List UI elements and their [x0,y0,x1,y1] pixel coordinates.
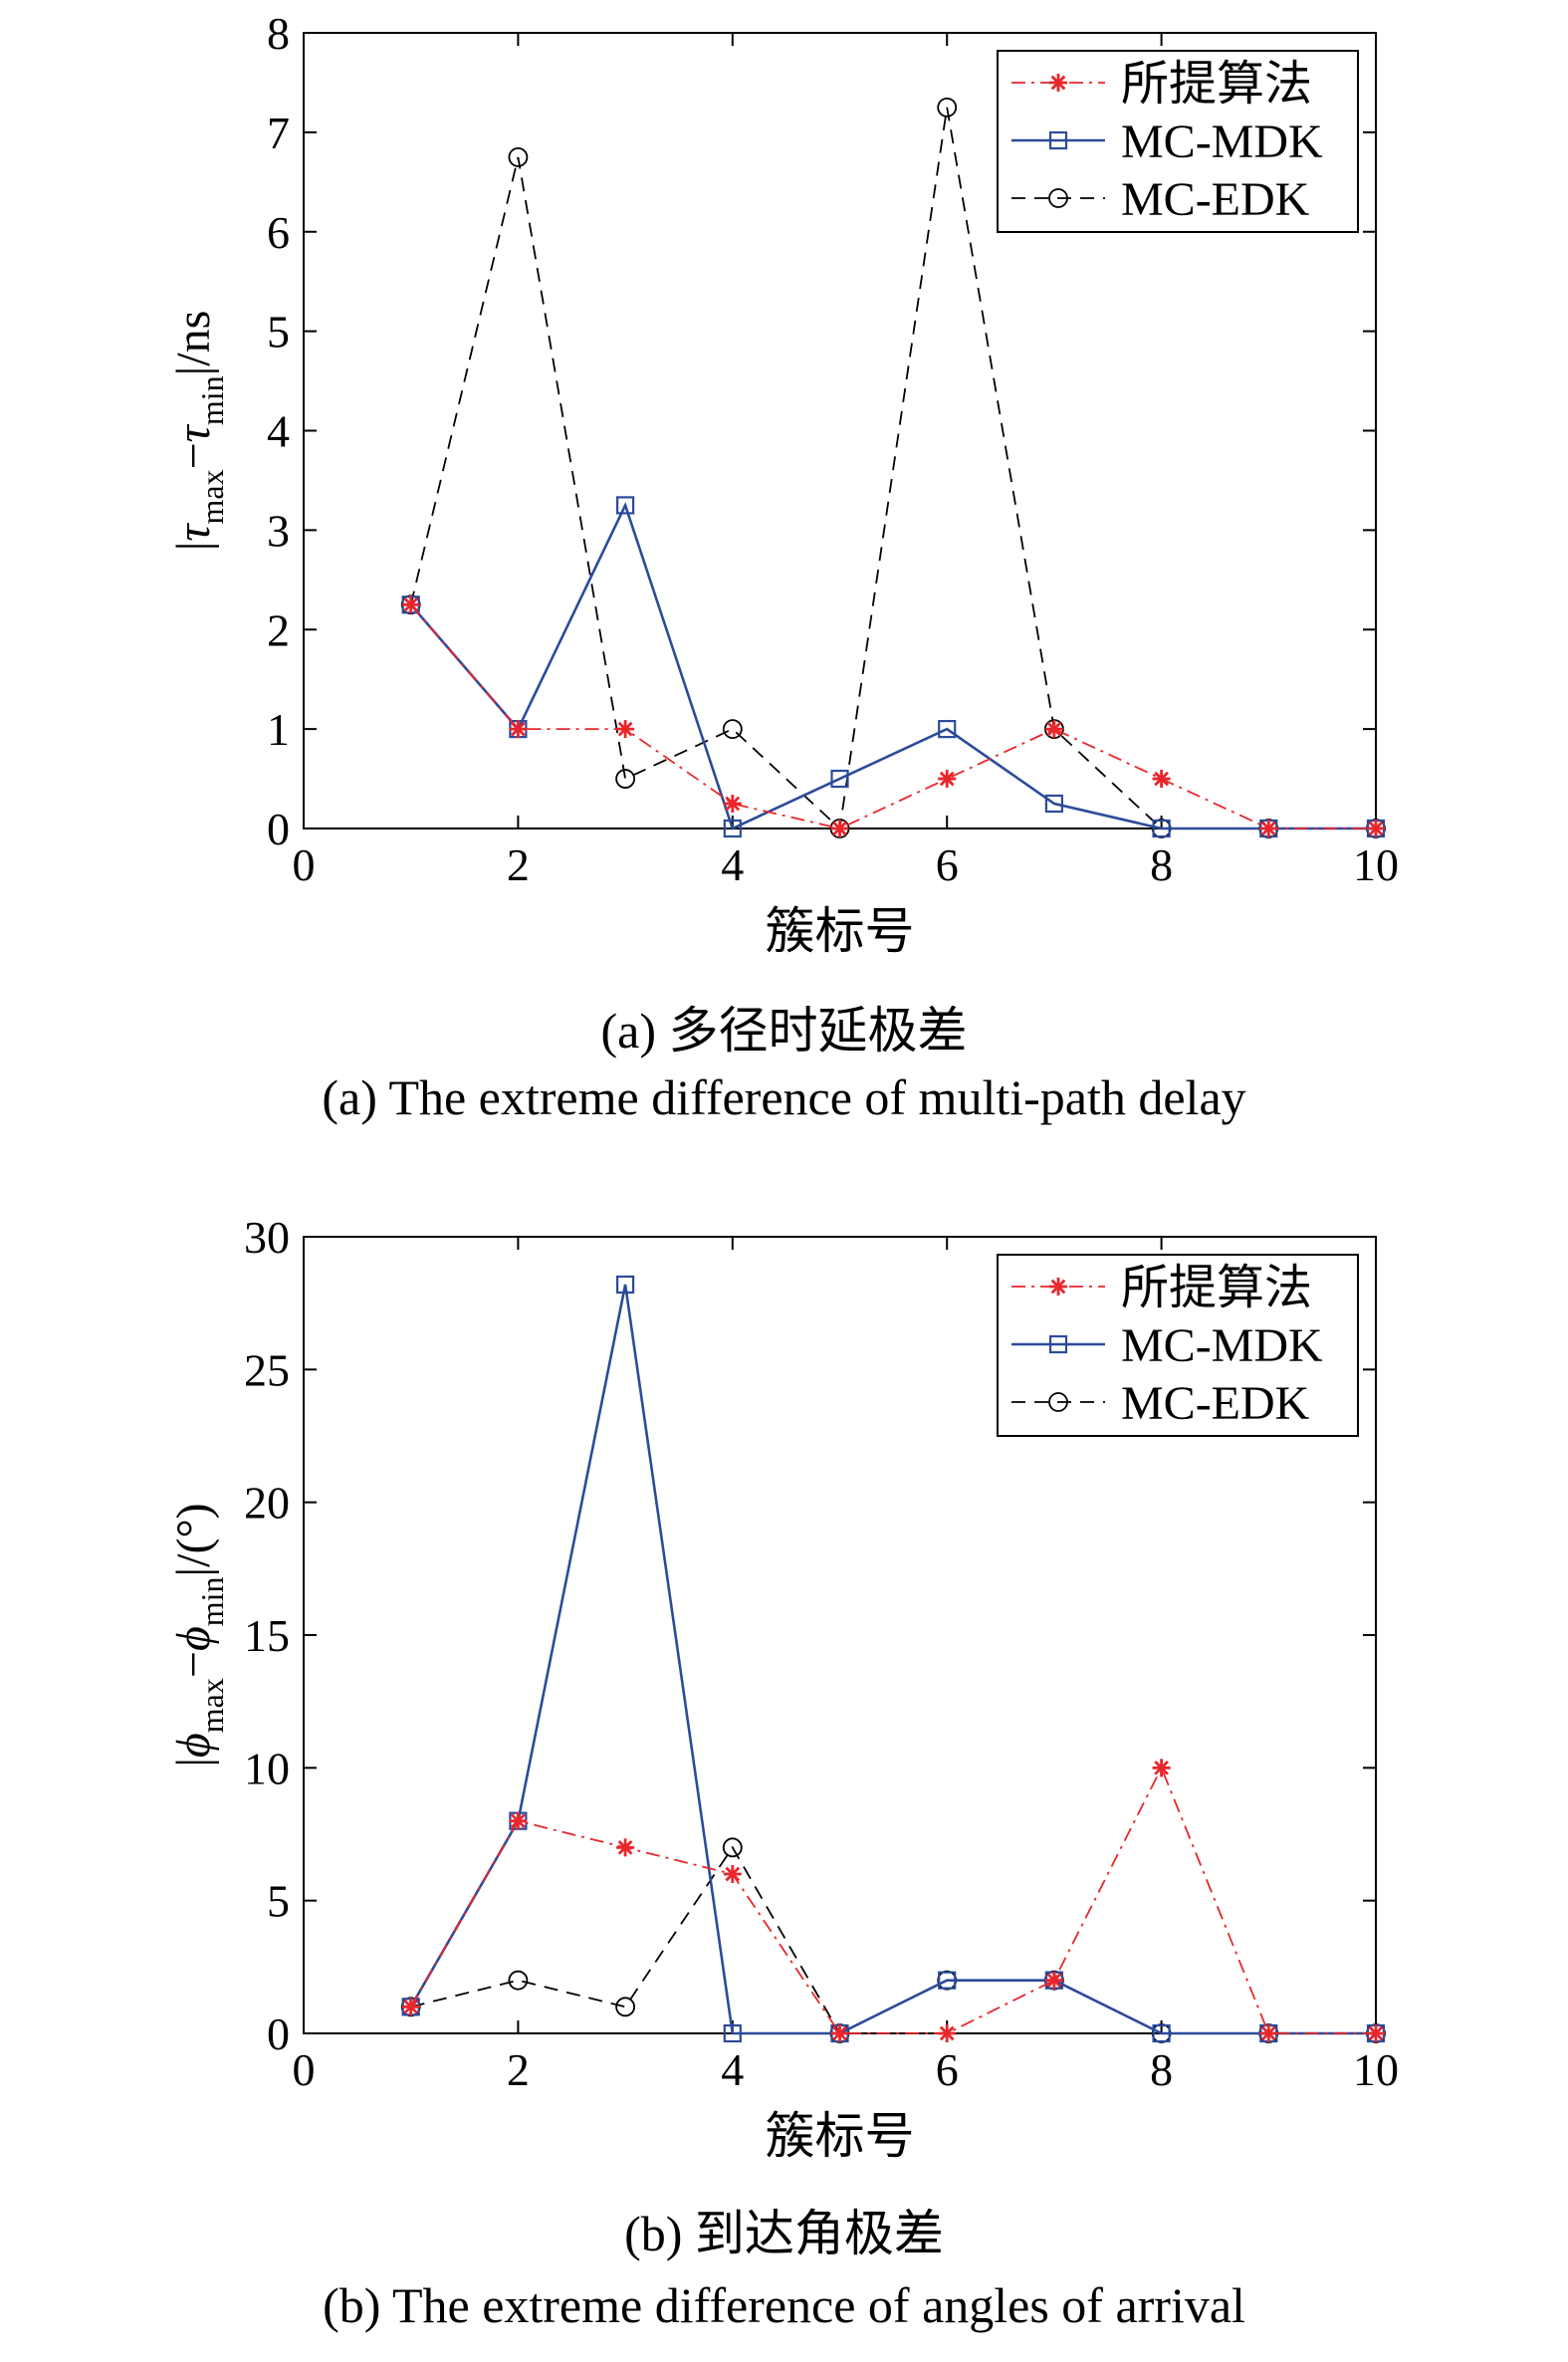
data-point [401,1998,420,2016]
legend-marker [1048,130,1068,150]
data-point [723,2023,742,2043]
chart-panel-b: 0 2 4 6 8 10 0 5 10 15 20 25 30 簇标号 |ϕmax−ϕmin|/(°) 所提算… [167,1212,1399,2164]
data-point [509,720,528,739]
x-tick-label: 0 [293,839,316,890]
data-point [508,146,529,167]
data-point [508,1970,529,1991]
x-tick-label: 4 [721,839,744,890]
data-point [938,770,957,789]
series-asterisk [401,1759,1385,2042]
data-point [615,769,635,789]
data-point [938,720,957,739]
y-tick-label: 4 [267,406,290,457]
data-point [937,98,958,118]
data-point [1152,819,1171,838]
legend-label: MC-EDK [1121,1377,1310,1430]
data-point [509,1811,528,1830]
data-point [1259,2024,1278,2042]
x-tick-label: 10 [1353,2044,1399,2095]
series-circle [400,1837,1386,2043]
data-point [1044,1971,1063,1990]
legend-label: MC-MDK [1121,116,1323,168]
y-tick-label: 8 [267,8,290,59]
y-tick-label: 30 [244,1212,290,1263]
x-tick-label: 6 [936,839,959,890]
caption-b-chinese: (b) 到达角极差 [624,2206,944,2261]
caption-b-english: (b) The extreme difference of angles of … [323,2277,1245,2333]
y-axis-label: |ϕmax−ϕmin|/(°) [167,1503,230,1767]
data-point [723,795,742,814]
y-tick-label: 3 [267,505,290,556]
x-tick-label: 4 [721,2044,744,2095]
x-tick-label: 0 [293,2044,316,2095]
series-asterisk [401,595,1385,837]
data-point [722,1837,743,1858]
data-point [1152,770,1171,789]
series-square [401,496,1386,838]
data-point [1044,720,1063,739]
data-point [1152,1759,1171,1777]
x-tick-label: 2 [507,2044,530,2095]
data-point [1367,2024,1385,2042]
x-tick-label: 2 [507,839,530,890]
series-line [409,1284,1376,2035]
legend-label: 所提算法 [1121,1262,1312,1314]
data-point [830,2024,849,2042]
legend-marker [1049,1278,1067,1296]
y-tick-label: 6 [267,207,290,258]
data-point [615,496,635,515]
data-point [1367,820,1385,837]
data-point [938,2024,957,2042]
y-tick-label: 20 [244,1478,290,1529]
series-line [409,1766,1376,2034]
series-line [409,501,1376,830]
y-tick-label: 5 [267,1876,290,1927]
data-point [722,719,743,740]
data-point [830,769,849,789]
legend-marker [1048,1334,1068,1354]
data-point [1259,820,1278,837]
data-point [616,1838,635,1857]
legend-label: 所提算法 [1121,58,1312,111]
legend-label: MC-EDK [1121,173,1310,226]
y-tick-label: 0 [267,2008,290,2059]
x-tick-label: 10 [1353,839,1399,890]
data-point [723,1865,742,1883]
data-point [615,1997,635,2017]
data-point [615,1275,635,1295]
legend-marker [1048,1392,1068,1412]
data-point [830,820,849,837]
x-axis-label: 簇标号 [766,903,915,959]
y-tick-label: 10 [244,1743,290,1793]
y-tick-label: 25 [244,1344,290,1395]
data-point [1152,2023,1171,2043]
y-tick-label: 5 [267,307,290,357]
chart-panel-a: 0 2 4 6 8 10012345678簇标号|τmax−τmin|/ns所提算法MC-… [167,8,1399,959]
y-tick-label: 2 [267,604,290,655]
x-tick-label: 8 [1150,839,1173,890]
y-tick-label: 15 [244,1610,290,1661]
x-axis-label: 簇标号 [766,2108,915,2164]
x-tick-label: 8 [1150,2044,1173,2095]
x-tick-label: 6 [936,2044,959,2095]
data-point [938,1971,957,1990]
y-tick-label: 1 [267,704,290,755]
caption-a-english: (a) The extreme difference of multi-path… [322,1069,1246,1125]
y-tick-label: 0 [267,804,290,854]
legend-marker [1049,74,1067,92]
y-tick-label: 7 [267,108,290,158]
data-point [723,819,742,838]
data-point [616,720,635,739]
series-line [410,603,1376,829]
y-axis-label: |τmax−τmin|/ns [167,311,230,552]
caption-a-chinese: (a) 多径时延极差 [600,1003,968,1059]
data-point [401,595,420,614]
legend-marker [1048,188,1068,208]
data-point [1044,794,1064,814]
legend-label: MC-MDK [1121,1319,1323,1372]
